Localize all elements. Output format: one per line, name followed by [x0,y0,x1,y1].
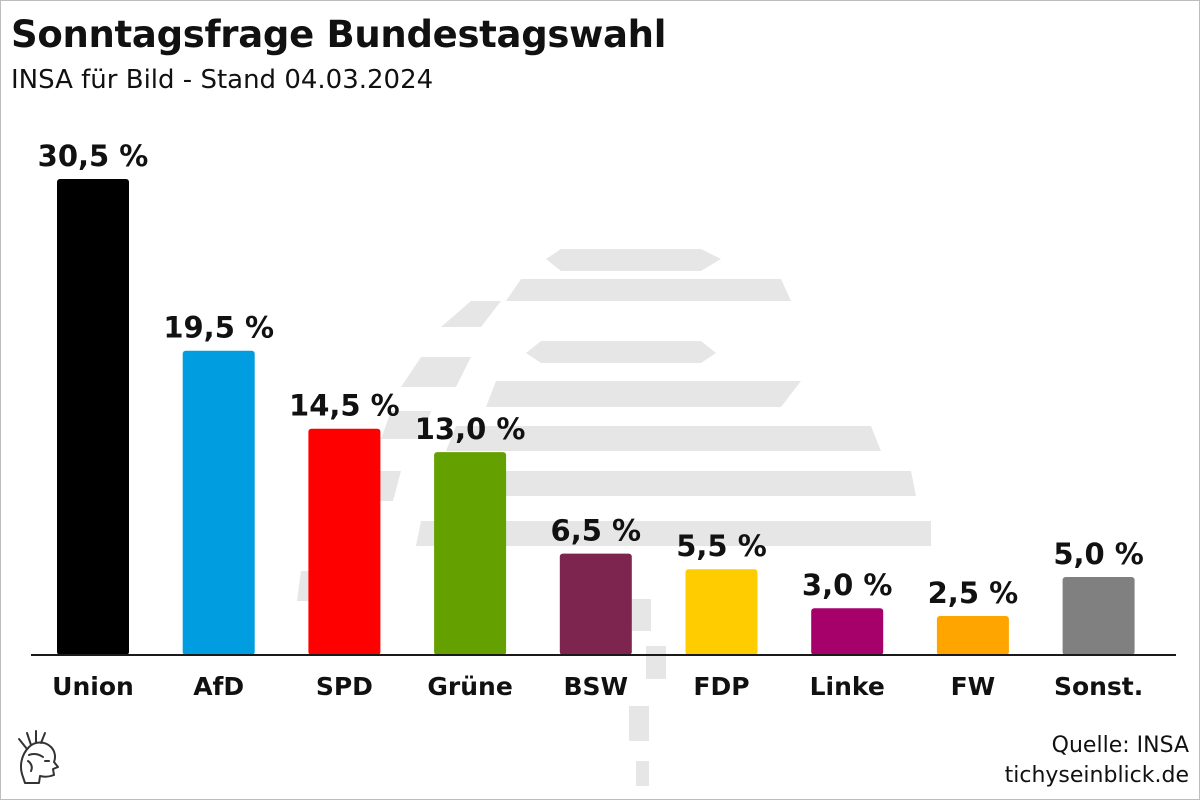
value-label-7: 3,0 % [802,568,893,602]
source-label: Quelle: INSA [1051,733,1189,758]
chart-title: Sonntagsfrage Bundestagswahl [11,13,667,56]
watermark-stripe [416,521,931,546]
watermark-stripe [381,411,431,439]
bar-9 [1062,577,1135,655]
bar-7 [811,608,884,655]
watermark-stripe [486,381,801,407]
watermark-stripe [446,426,881,451]
category-label-8: FW [951,672,996,701]
category-label-6: FDP [693,672,749,701]
bar-2 [182,350,255,655]
watermark-stripe [646,646,666,679]
category-label-4: Grüne [427,672,512,701]
bar-5 [559,553,632,655]
value-label-6: 5,5 % [676,529,767,563]
watermark-stripe [636,761,649,786]
category-label-9: Sonst. [1054,672,1143,701]
hermes-head-logo-icon [18,730,59,784]
bar-3 [308,428,381,655]
bar-4 [434,452,507,655]
watermark-stripe [526,341,716,363]
watermark-stripe [546,249,721,271]
value-label-3: 14,5 % [289,389,400,423]
bar-1 [57,179,129,655]
watermark-stripe [629,706,649,741]
value-label-8: 2,5 % [928,576,1019,610]
chart-subtitle: INSA für Bild - Stand 04.03.2024 [11,65,434,95]
category-label-1: Union [52,672,134,701]
value-label-5: 6,5 % [551,514,642,548]
category-label-7: Linke [810,672,885,701]
bar-8 [936,616,1009,655]
value-label-4: 13,0 % [415,412,526,446]
category-label-3: SPD [316,672,373,701]
watermark-stripe [436,471,916,496]
category-label-5: BSW [563,672,628,701]
value-label-2: 19,5 % [163,311,274,345]
value-label-9: 5,0 % [1053,537,1144,571]
bars-group [57,179,1135,655]
labels-group: 30,5 % Union 19,5 % AfD 14,5 % SPD 13,0 % Grüne… [38,139,1144,701]
watermark-stripe [401,357,471,387]
bar-6 [685,569,758,655]
website-label: tichyseinblick.de [1004,763,1189,788]
category-label-2: AfD [193,672,244,701]
watermark-stripe [506,279,791,301]
watermark-stripe [441,301,501,327]
source-note: Quelle: INSA tichyseinblick.de [1005,731,1189,791]
value-label-1: 30,5 % [38,139,149,173]
